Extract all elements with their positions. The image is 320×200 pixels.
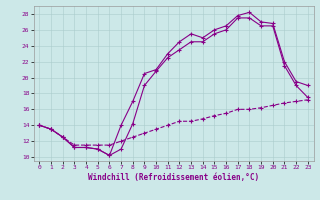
X-axis label: Windchill (Refroidissement éolien,°C): Windchill (Refroidissement éolien,°C) bbox=[88, 173, 259, 182]
